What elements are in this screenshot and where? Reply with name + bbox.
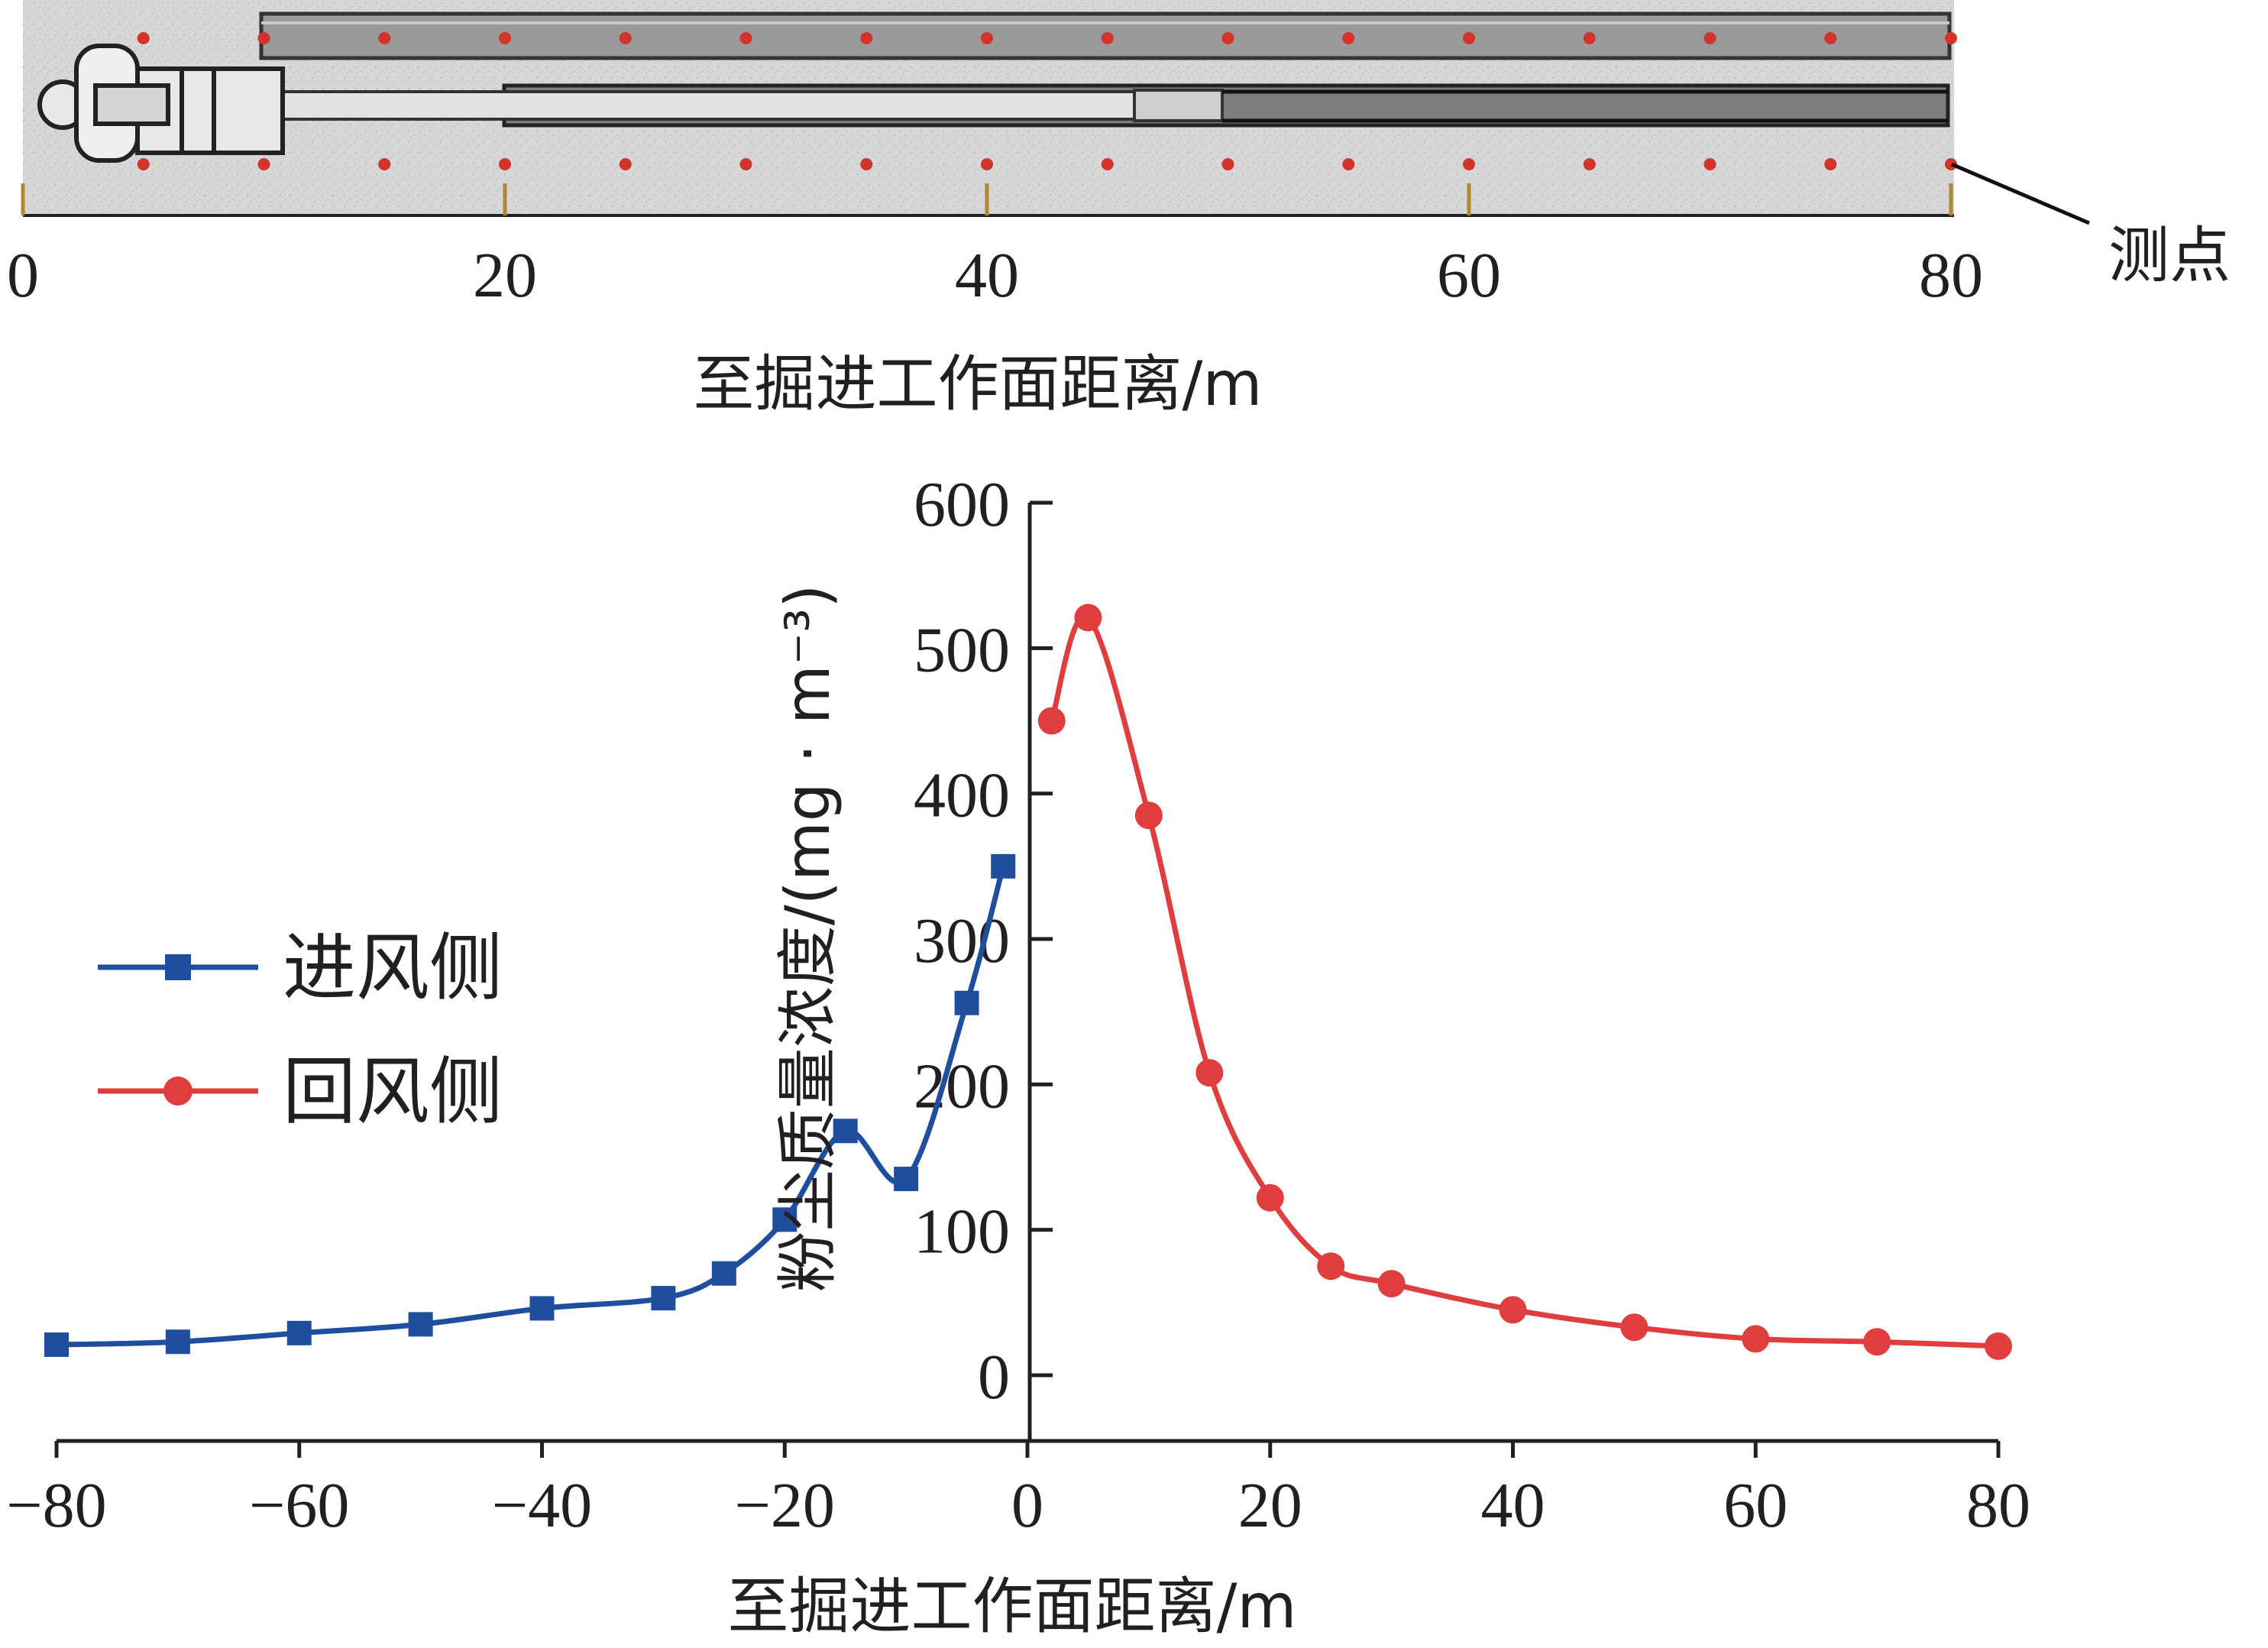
measuring-point — [257, 32, 270, 44]
x-tick-label: 20 — [1238, 1470, 1302, 1541]
tunnel-layout-diagram: 0 20 40 60 80 测点 至掘进工作面距离/m — [7, 0, 2231, 419]
data-point — [772, 1207, 798, 1232]
data-point — [991, 853, 1016, 879]
measuring-point — [739, 32, 752, 44]
y-tick-label: 500 — [914, 614, 1010, 685]
data-point — [1377, 1270, 1406, 1298]
x-tick-label: −40 — [492, 1470, 592, 1541]
data-point — [1317, 1252, 1345, 1281]
measuring-point — [1101, 32, 1114, 44]
measuring-point — [1945, 32, 1957, 44]
measuring-point — [257, 158, 270, 170]
measuring-point — [619, 158, 632, 170]
data-point — [711, 1261, 736, 1286]
measuring-point — [137, 158, 150, 170]
measuring-point — [1703, 32, 1716, 44]
x-tick-label: 0 — [1011, 1470, 1043, 1541]
data-point — [408, 1312, 433, 1337]
legend: 进风侧 回风侧 — [98, 925, 503, 1135]
series-line-inlet — [56, 865, 1006, 1348]
measuring-point — [1824, 32, 1837, 44]
x-tick-label: 80 — [1966, 1470, 2030, 1541]
measuring-point — [378, 158, 391, 170]
data-point — [1134, 801, 1163, 830]
x-tick-label: 40 — [1481, 1470, 1545, 1541]
y-tick-label: 0 — [978, 1342, 1010, 1413]
measuring-point — [1101, 158, 1114, 170]
data-point — [1499, 1296, 1527, 1324]
diagram-x-axis: 0 20 40 60 80 — [7, 183, 1983, 311]
diagram-tick-label: 0 — [7, 240, 39, 311]
y-tick-label: 600 — [914, 469, 1010, 540]
data-point — [1863, 1328, 1891, 1356]
legend-return-label: 回风侧 — [283, 1049, 503, 1135]
data-point — [651, 1286, 676, 1311]
diagram-tick-label: 80 — [1919, 240, 1983, 311]
dust-concentration-chart: −80 −60 −40 −20 0 20 40 60 80 0 100 200 300 400 500 60… — [6, 469, 2030, 1642]
diagram-tick-label: 40 — [955, 240, 1019, 311]
x-axis-title: 至掘进工作面距离/m — [728, 1571, 1297, 1642]
x-tick-label: 60 — [1723, 1470, 1788, 1541]
measuring-point — [1583, 32, 1596, 44]
measuring-point — [1463, 158, 1475, 170]
data-point — [954, 990, 979, 1015]
diagram-tick-label: 60 — [1437, 240, 1501, 311]
legend-return-marker — [163, 1077, 193, 1106]
measuring-point — [499, 32, 511, 44]
legend-item-return: 回风侧 — [98, 1049, 503, 1135]
measuring-point — [1583, 158, 1596, 170]
callout-leader-line — [1951, 162, 2090, 225]
x-axis-ticks: −80 −60 −40 −20 0 20 40 60 80 — [6, 1441, 2030, 1541]
y-tick-label: 300 — [914, 905, 1010, 976]
legend-inlet-label: 进风侧 — [283, 925, 503, 1011]
measuring-point — [499, 158, 511, 170]
data-point — [286, 1320, 312, 1345]
y-axis-title: 粉尘质量浓度/(mg · m⁻³) — [772, 584, 843, 1293]
diagram-tick-label: 20 — [473, 240, 537, 311]
measuring-point — [1463, 32, 1475, 44]
data-point — [1256, 1183, 1284, 1212]
x-tick-label: −60 — [249, 1470, 349, 1541]
data-point — [529, 1296, 555, 1321]
measuring-points — [137, 32, 1957, 170]
callout-label: 测点 — [2108, 220, 2231, 291]
measuring-point — [981, 32, 993, 44]
legend-item-inlet: 进风侧 — [98, 925, 503, 1011]
roadheader — [37, 44, 285, 163]
y-tick-label: 400 — [914, 760, 1010, 831]
data-point — [1037, 707, 1066, 735]
diagram-x-axis-title: 至掘进工作面距离/m — [694, 348, 1263, 419]
data-point — [1985, 1332, 2012, 1360]
measuring-point — [981, 158, 993, 170]
data-point — [1195, 1059, 1224, 1087]
measuring-point — [1703, 158, 1716, 170]
x-tick-label: −80 — [6, 1470, 106, 1541]
data-point — [1620, 1313, 1648, 1342]
data-point — [44, 1332, 69, 1358]
data-point — [833, 1119, 858, 1144]
y-axis-ticks: 0 100 200 300 400 500 600 — [914, 469, 1053, 1413]
y-tick-label: 200 — [914, 1051, 1010, 1122]
measuring-point — [1342, 32, 1355, 44]
y-tick-label: 100 — [914, 1196, 1010, 1268]
measuring-point — [619, 32, 632, 44]
data-point — [165, 1329, 190, 1355]
measuring-point — [1221, 158, 1234, 170]
series-line-return — [1049, 613, 1999, 1349]
measuring-point — [1221, 32, 1234, 44]
x-tick-label: −20 — [735, 1470, 835, 1541]
measuring-point — [739, 158, 752, 170]
data-point — [894, 1167, 919, 1192]
measuring-point — [378, 32, 391, 44]
measuring-point — [860, 158, 873, 170]
measuring-point — [1342, 158, 1355, 170]
data-point — [1074, 604, 1102, 632]
series-layer — [44, 604, 2012, 1360]
measuring-point — [137, 32, 150, 44]
data-point — [1742, 1325, 1770, 1353]
measuring-point — [1824, 158, 1837, 170]
measuring-point — [860, 32, 873, 44]
legend-inlet-marker — [165, 954, 191, 980]
